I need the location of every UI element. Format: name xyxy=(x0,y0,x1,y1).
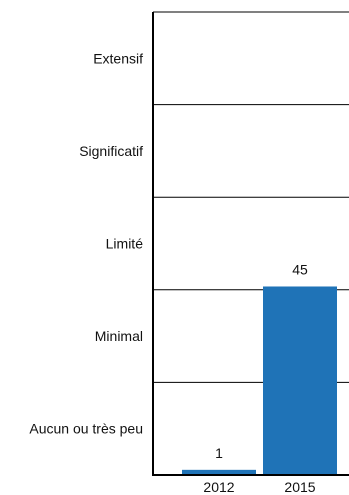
y-level-label: Significatif xyxy=(79,143,143,159)
bars xyxy=(182,286,337,475)
bar-value-label: 1 xyxy=(215,445,223,461)
bar xyxy=(182,469,256,475)
data-labels: 1 45 xyxy=(215,261,308,460)
y-level-label: Extensif xyxy=(93,50,143,66)
x-tick-label: 2015 xyxy=(284,479,315,495)
bar-value-label: 45 xyxy=(292,261,308,277)
bar xyxy=(263,286,337,475)
y-level-label: Aucun ou très peu xyxy=(29,421,143,437)
x-tick-labels: 2012 2015 xyxy=(203,479,315,495)
x-tick-label: 2012 xyxy=(203,479,234,495)
y-level-labels: Aucun ou très peu Minimal Limité Significat… xyxy=(29,50,143,436)
y-level-label: Limité xyxy=(106,236,144,252)
y-level-label: Minimal xyxy=(95,328,143,344)
